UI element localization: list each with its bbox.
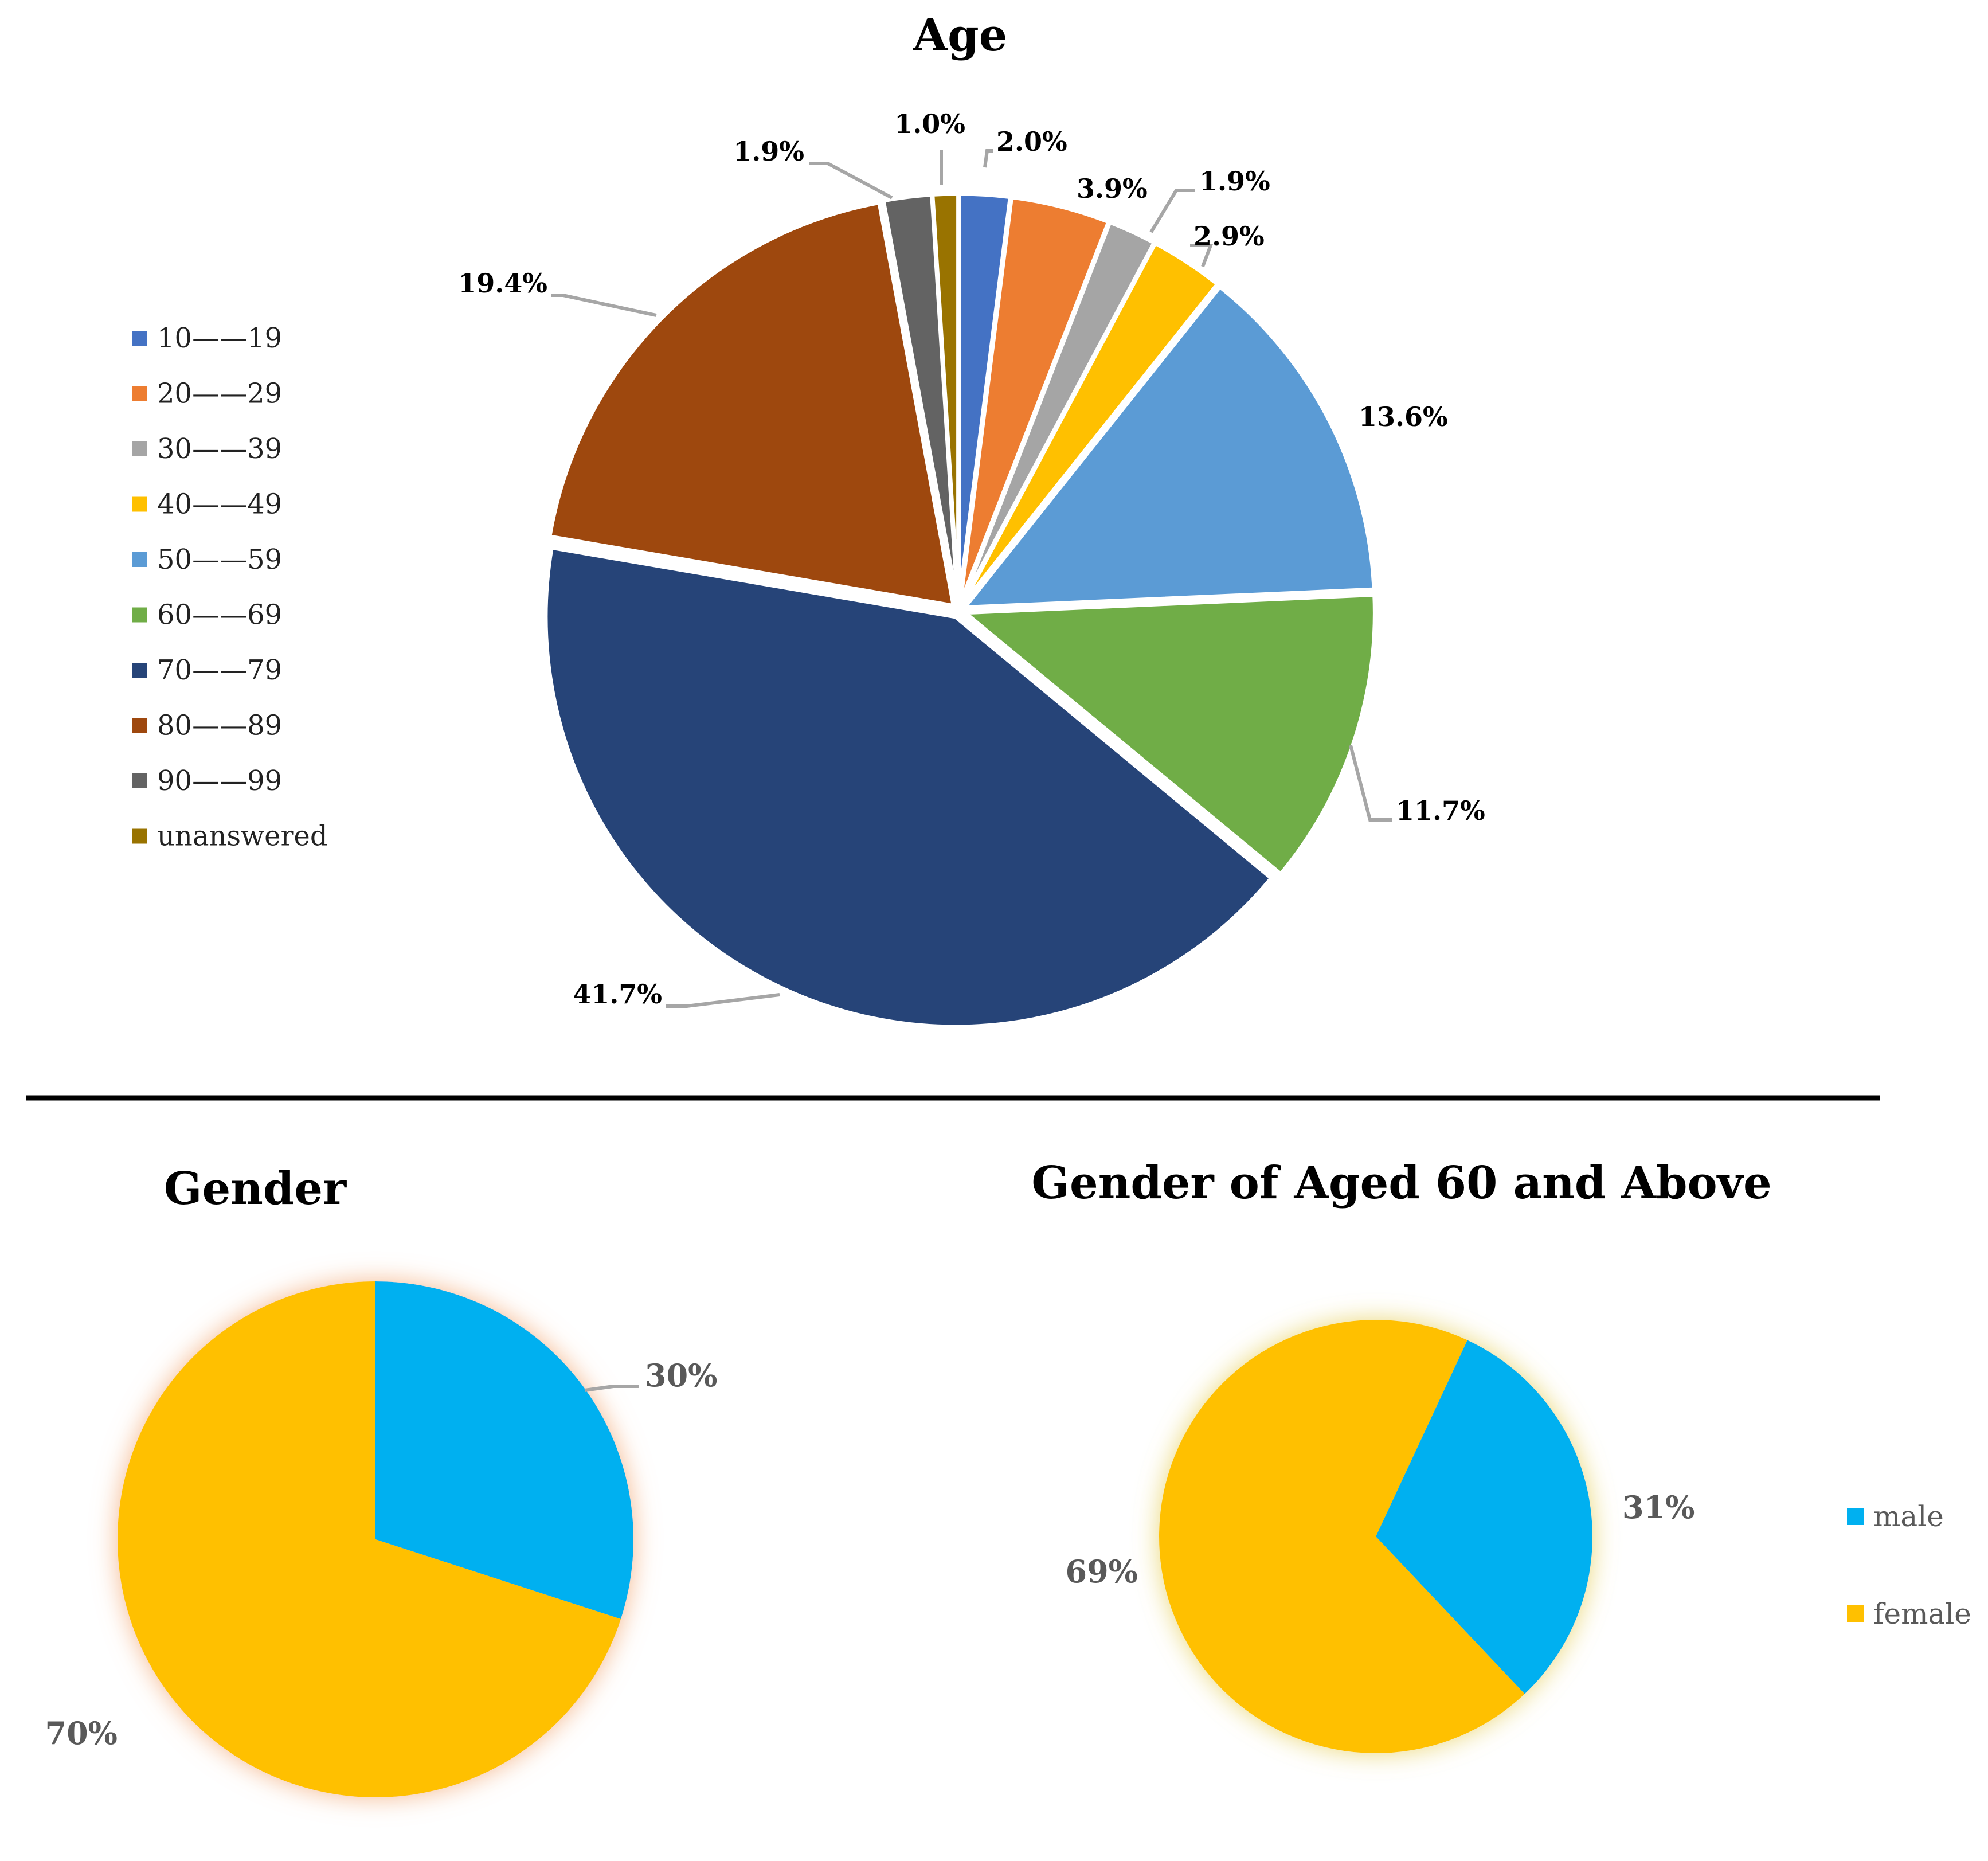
gender-data-label: 70%: [45, 1715, 118, 1751]
gender-data-label: 30%: [645, 1357, 717, 1394]
age-leader-line: [666, 993, 780, 1008]
age-data-label: 19.4%: [458, 268, 547, 299]
legend-swatch-70-79: [132, 663, 147, 678]
age-leader-line: [809, 162, 893, 200]
gender60-data-label: 31%: [1622, 1489, 1695, 1526]
legend-swatch-female: [1847, 1605, 1864, 1622]
legend-label-80-89: 80——89: [157, 710, 282, 742]
age-leader-line: [1349, 745, 1392, 822]
legend-swatch-40-49: [132, 496, 147, 512]
age-data-label: 41.7%: [573, 979, 662, 1010]
age-slice-unanswered: [930, 191, 961, 604]
age-slice-60-69: [960, 592, 1377, 877]
legend-swatch-unanswered: [132, 828, 147, 844]
legend-swatch-male: [1847, 1508, 1864, 1525]
legend-label-male: male: [1873, 1500, 1944, 1533]
gender-slice-male: [375, 1281, 634, 1620]
legend-label-40-49: 40——49: [157, 488, 282, 521]
age-leader-line: [1190, 244, 1214, 268]
legend-swatch-90-99: [132, 773, 147, 788]
age-data-label: 3.9%: [1077, 173, 1148, 204]
age-data-label: 1.0%: [894, 108, 965, 139]
age-data-label: 1.9%: [1199, 166, 1270, 197]
gender60-slice-male: [1376, 1340, 1593, 1694]
age-leader-line: [1149, 189, 1195, 233]
legend-label-60-69: 60——69: [157, 599, 282, 631]
age-data-label: 2.0%: [996, 126, 1067, 157]
age-leader-line: [983, 149, 993, 168]
legend-label-30-39: 30——39: [157, 433, 282, 465]
legend-label-10-19: 10——19: [157, 322, 282, 354]
age-slice-70-79: [543, 545, 1274, 1029]
legend-swatch-60-69: [132, 607, 147, 623]
age-data-label: 11.7%: [1396, 795, 1485, 826]
age-chart-title: Age: [913, 9, 1008, 61]
gender-pie-chart: Gender 30% 70%: [45, 1163, 717, 1797]
age-data-label: 1.9%: [733, 136, 804, 167]
legend-swatch-10-19: [132, 331, 147, 346]
gender-slice-female: [118, 1281, 621, 1797]
legend-swatch-30-39: [132, 441, 147, 456]
age-data-label: 13.6%: [1359, 401, 1448, 432]
legend-label-unanswered: unanswered: [157, 820, 328, 853]
gender-aged-60-chart-title: Gender of Aged 60 and Above: [1031, 1157, 1771, 1209]
age-slice-40-49: [960, 240, 1220, 607]
gender-leader-line: [584, 1385, 639, 1392]
age-legend: 10——19 20——29 30——39 40——49 50——59 60——69 70——…: [132, 322, 328, 853]
age-data-label: 2.9%: [1193, 221, 1265, 252]
legend-label-90-99: 90——99: [157, 765, 282, 797]
legend-label-50-59: 50——59: [157, 544, 282, 576]
age-slice-80-89: [547, 200, 956, 608]
age-slice-50-59: [960, 284, 1376, 610]
legend-label-female: female: [1873, 1597, 1971, 1631]
legend-swatch-50-59: [132, 552, 147, 567]
gender-aged-60-pie-chart: Gender of Aged 60 and Above 31% 69% male f…: [1031, 1157, 1971, 1754]
legend-label-70-79: 70——79: [157, 654, 282, 686]
gender60-data-label: 69%: [1066, 1553, 1138, 1590]
age-leader-line: [551, 294, 657, 317]
legend-label-20-29: 20——29: [157, 378, 282, 410]
age-pie-chart: Age 2.0% 3.9% 1.9% 2.9% 13.6% 11.7% 41.7% 19.4%…: [132, 9, 1485, 1029]
legend-swatch-20-29: [132, 386, 147, 401]
legend-swatch-80-89: [132, 718, 147, 733]
gender-legend: male female: [1847, 1500, 1971, 1631]
gender-chart-title: Gender: [164, 1163, 347, 1215]
gender60-slice-female: [1159, 1320, 1525, 1754]
